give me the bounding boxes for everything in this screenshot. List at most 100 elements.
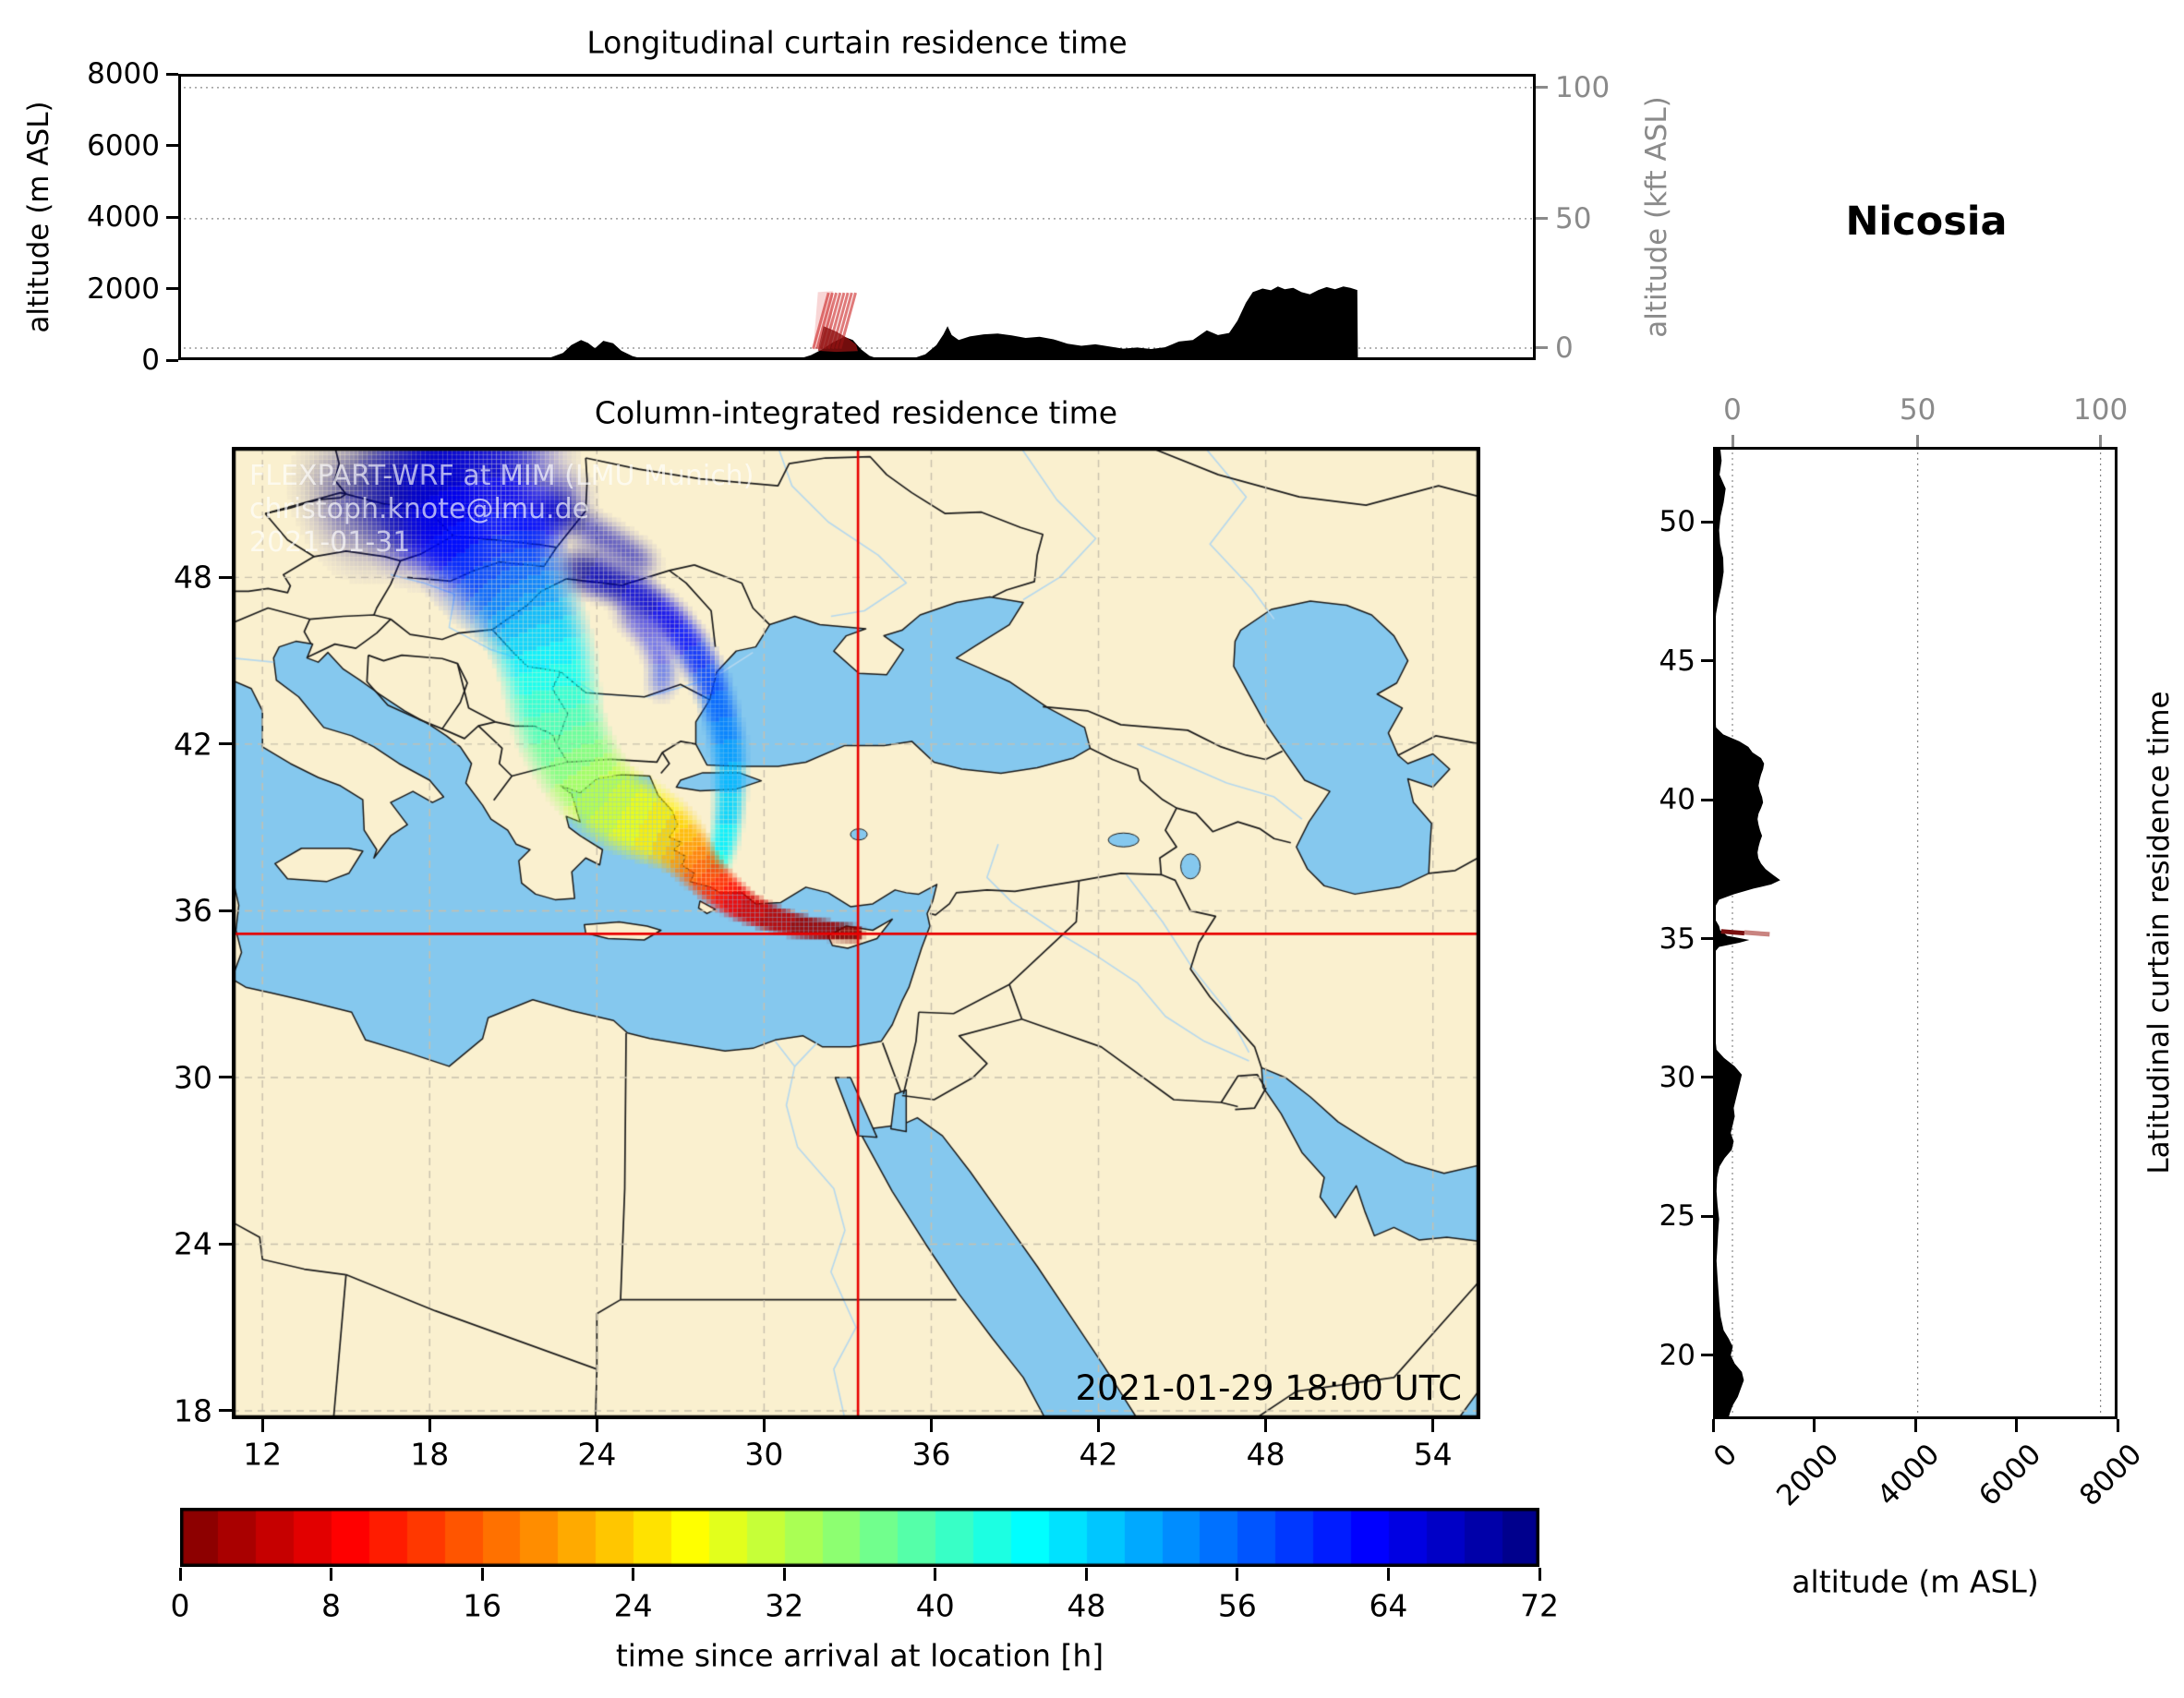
tick-mark [632,1568,635,1581]
colorbar [180,1508,1539,1567]
tick-label: 48 [1246,1436,1285,1473]
tick-mark [1701,798,1713,801]
tick-label: 72 [1520,1587,1559,1624]
top-panel-title: Longitudinal curtain residence time [586,24,1128,61]
tick-label: 16 [463,1587,502,1624]
tick-mark [166,358,178,362]
tick-label: 48 [174,559,212,596]
tick-label: 18 [174,1392,212,1429]
top-curtain-panel [178,74,1536,360]
tick-mark [1813,1419,1816,1432]
tick-mark [219,1409,232,1413]
tick-mark [1913,1419,1917,1432]
tick-mark [1236,1568,1239,1581]
tick-mark [934,1568,937,1581]
tick-label: 48 [1067,1587,1106,1624]
tick-mark [782,1568,786,1581]
watermark-line-3: 2021-01-31 [249,526,411,559]
tick-label: 50 [1659,505,1695,539]
tick-label: 25 [1659,1199,1695,1234]
latitudinal-terrain-profile [1713,447,1780,1419]
tick-label: 0 [170,1587,190,1624]
tick-label: 30 [744,1436,784,1473]
tick-mark [219,575,232,579]
tick-label: 40 [1659,783,1695,817]
tick-mark [219,742,232,746]
tick-mark [1536,346,1548,350]
right-curtain-panel [1713,447,2118,1419]
tick-mark [1701,1076,1713,1079]
tick-label: 6000 [87,128,160,163]
map-title: Column-integrated residence time [594,394,1118,431]
tick-label: 32 [765,1587,804,1624]
tick-mark [1386,1568,1390,1581]
tick-mark [1701,1354,1713,1357]
tick-label: 18 [410,1436,450,1473]
tick-mark [1264,1419,1268,1432]
tick-label: 40 [915,1587,955,1624]
tick-label: 8000 [87,57,160,90]
tick-label: 50 [1899,393,1937,427]
tick-label: 42 [174,726,212,763]
tick-mark [480,1568,484,1581]
tick-mark [2116,1419,2119,1432]
tick-label: 100 [2073,393,2129,427]
longitudinal-terrain-profile [178,286,1536,360]
tick-label: 2000 [1769,1438,1845,1513]
tick-label: 0 [1707,1438,1744,1475]
tick-mark [1538,1568,1541,1581]
tick-mark [166,215,178,219]
tick-mark [1701,937,1713,941]
tick-label: 12 [243,1436,283,1473]
tick-mark [929,1419,933,1432]
tick-mark [1731,435,1734,447]
map-canvas [232,447,1480,1419]
tick-label: 20 [1659,1338,1695,1372]
tick-mark [762,1419,766,1432]
tick-mark [1536,86,1548,90]
tick-mark [1431,1419,1435,1432]
right-curtain-plot [1713,447,2118,1419]
tick-label: 56 [1217,1587,1257,1624]
datestamp: 2021-01-29 18:00 UTC [1075,1368,1462,1408]
tick-mark [1711,1419,1715,1432]
curtain-plume-hatch-line [815,292,834,349]
tick-label: 24 [577,1436,617,1473]
right-panel-xlabel: altitude (m ASL) [1792,1563,2039,1600]
tick-label: 64 [1369,1587,1408,1624]
tick-label: 6000 [1972,1438,2047,1513]
map-panel: FLEXPART-WRF at MIM (LMU Munich) christo… [232,447,1480,1419]
tick-mark [2099,435,2103,447]
tick-label: 4000 [1871,1438,1947,1513]
tick-mark [1916,435,1920,447]
tick-label: 42 [1079,1436,1118,1473]
tick-label: 0 [1555,331,1574,365]
station-title: Nicosia [1845,199,2008,245]
tick-mark [595,1419,598,1432]
tick-label: 36 [911,1436,951,1473]
tick-mark [166,144,178,147]
tick-mark [219,1242,232,1246]
tick-mark [166,287,178,290]
tick-mark [1701,520,1713,524]
tick-mark [219,909,232,912]
tick-label: 4000 [87,200,160,234]
curtain-plume-core [817,326,858,353]
tick-label: 8000 [2073,1438,2149,1513]
curtain-plume-mark [1744,930,1770,937]
tick-mark [428,1419,431,1432]
curtain-plume-mark [1720,929,1745,936]
tick-label: 24 [174,1225,212,1262]
top-curtain-plot [178,74,1536,360]
tick-mark [2015,1419,2018,1432]
tick-label: 45 [1659,644,1695,678]
tick-label: 100 [1555,70,1611,104]
colorbar-label: time since arrival at location [h] [615,1637,1104,1674]
tick-mark [330,1568,333,1581]
tick-mark [260,1419,264,1432]
tick-label: 35 [1659,921,1695,956]
tick-label: 0 [141,343,160,377]
tick-label: 54 [1413,1436,1453,1473]
